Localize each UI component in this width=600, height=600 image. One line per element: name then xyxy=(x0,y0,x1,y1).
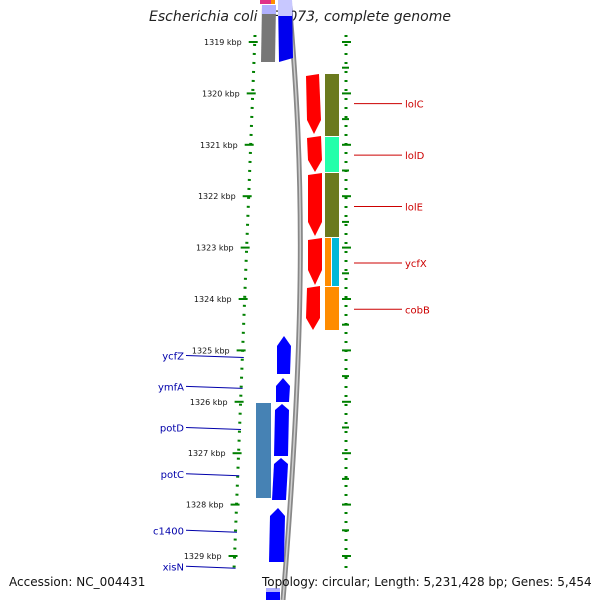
gene-label-lolC: lolC xyxy=(405,100,424,111)
gene-label-leader xyxy=(185,385,243,389)
gene-lolC-red xyxy=(306,74,321,134)
gene-bottom-blue xyxy=(266,590,280,600)
gene-ycfZ xyxy=(277,336,291,374)
tick-label: 1319 kbp xyxy=(204,38,242,47)
gene-label-leader xyxy=(185,529,238,533)
gene-label-leader xyxy=(185,427,242,430)
axis-ticks: 1319 kbp 1320 kbp 1321 kbp 1322 kbp 1323 kbp… xyxy=(184,38,351,561)
gene-label-xisN: xisN xyxy=(163,562,184,573)
genome-backbone xyxy=(280,0,303,600)
genome-title: Escherichia coli CFT073, complete genome xyxy=(149,9,451,25)
gene-top-lightblue xyxy=(262,5,276,14)
gene-label-cobB: cobB xyxy=(405,305,430,316)
gene-stub-pink xyxy=(260,0,272,4)
gene-lolC xyxy=(325,74,339,136)
gene-ymfA xyxy=(276,378,290,402)
gene-lolE-red xyxy=(308,173,322,236)
gene-c1400 xyxy=(269,508,285,562)
gene-label-ymfA: ymfA xyxy=(158,382,184,393)
gene-bottom-blue-light xyxy=(266,588,280,592)
genome-backbone-highlight xyxy=(282,0,302,600)
genome-summary: Topology: circular; Length: 5,231,428 bp… xyxy=(262,575,592,589)
right-gene-labels: lolC lolD lolE ycfX cobB xyxy=(354,100,430,316)
tick-label: 1323 kbp xyxy=(196,244,234,253)
gene-lolD-red xyxy=(307,136,322,172)
accession: Accession: NC_004431 xyxy=(9,575,146,589)
gene-lolD xyxy=(325,137,339,172)
gene-label-potD: potD xyxy=(160,424,184,435)
left-gene-labels: ycfZ ymfA potD potC c1400 xisN xyxy=(153,352,244,573)
gene-stub-orange xyxy=(271,0,275,4)
tick-label: 1321 kbp xyxy=(200,141,238,150)
tick-label: 1326 kbp xyxy=(190,398,228,407)
gene-label-lolD: lolD xyxy=(405,151,425,162)
tick-label: 1327 kbp xyxy=(188,449,226,458)
gene-top-blue-light xyxy=(278,0,292,16)
left-dotted-track xyxy=(232,34,257,571)
gene-label-leader xyxy=(185,473,240,477)
tick-label: 1325 kbp xyxy=(192,346,230,355)
tick-label: 1328 kbp xyxy=(186,501,224,510)
gene-label-ycfZ: ycfZ xyxy=(162,352,184,363)
gene-lolE xyxy=(325,173,339,237)
gene-steelblue xyxy=(256,403,271,498)
gene-label-potC: potC xyxy=(161,470,184,481)
tick-label: 1329 kbp xyxy=(184,552,222,561)
gene-label-ycfX: ycfX xyxy=(405,259,427,270)
gene-cobB xyxy=(325,287,339,330)
gene-ycfX-red xyxy=(308,238,322,285)
gene-ycfX-cyan xyxy=(332,238,339,286)
gene-label-leader xyxy=(185,565,236,569)
gene-label-c1400: c1400 xyxy=(153,526,184,537)
gene-label-lolE: lolE xyxy=(405,202,423,213)
gene-ycfX-orange xyxy=(325,238,331,286)
gene-cobB-red xyxy=(306,286,320,330)
gene-potD xyxy=(274,404,289,456)
tick-label: 1320 kbp xyxy=(202,89,240,98)
gene-gray xyxy=(261,5,276,62)
gene-label-leader xyxy=(185,355,244,359)
gene-potC xyxy=(272,458,288,500)
tick-label: 1324 kbp xyxy=(194,295,232,304)
tick-label: 1322 kbp xyxy=(198,192,236,201)
